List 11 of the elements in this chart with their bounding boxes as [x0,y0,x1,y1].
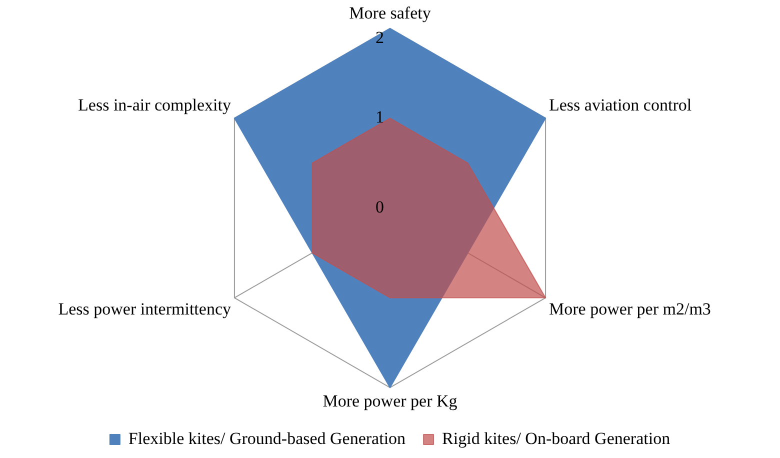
legend-label: Rigid kites/ On-board Generation [442,428,671,448]
y-tick-label: 0 [376,197,384,216]
spoke-label: Less aviation control [549,95,692,114]
spoke-label: More safety [349,4,432,23]
spoke-label: More power per Kg [322,391,458,410]
spoke-label: More power per m2/m3 [549,299,711,318]
y-tick-label: 1 [376,108,384,127]
spoke-label: Less in-air complexity [78,95,232,114]
y-tick-label: 2 [376,28,384,47]
legend-label: Flexible kites/ Ground-based Generation [128,428,406,448]
spoke-label: Less power intermittency [58,299,232,318]
